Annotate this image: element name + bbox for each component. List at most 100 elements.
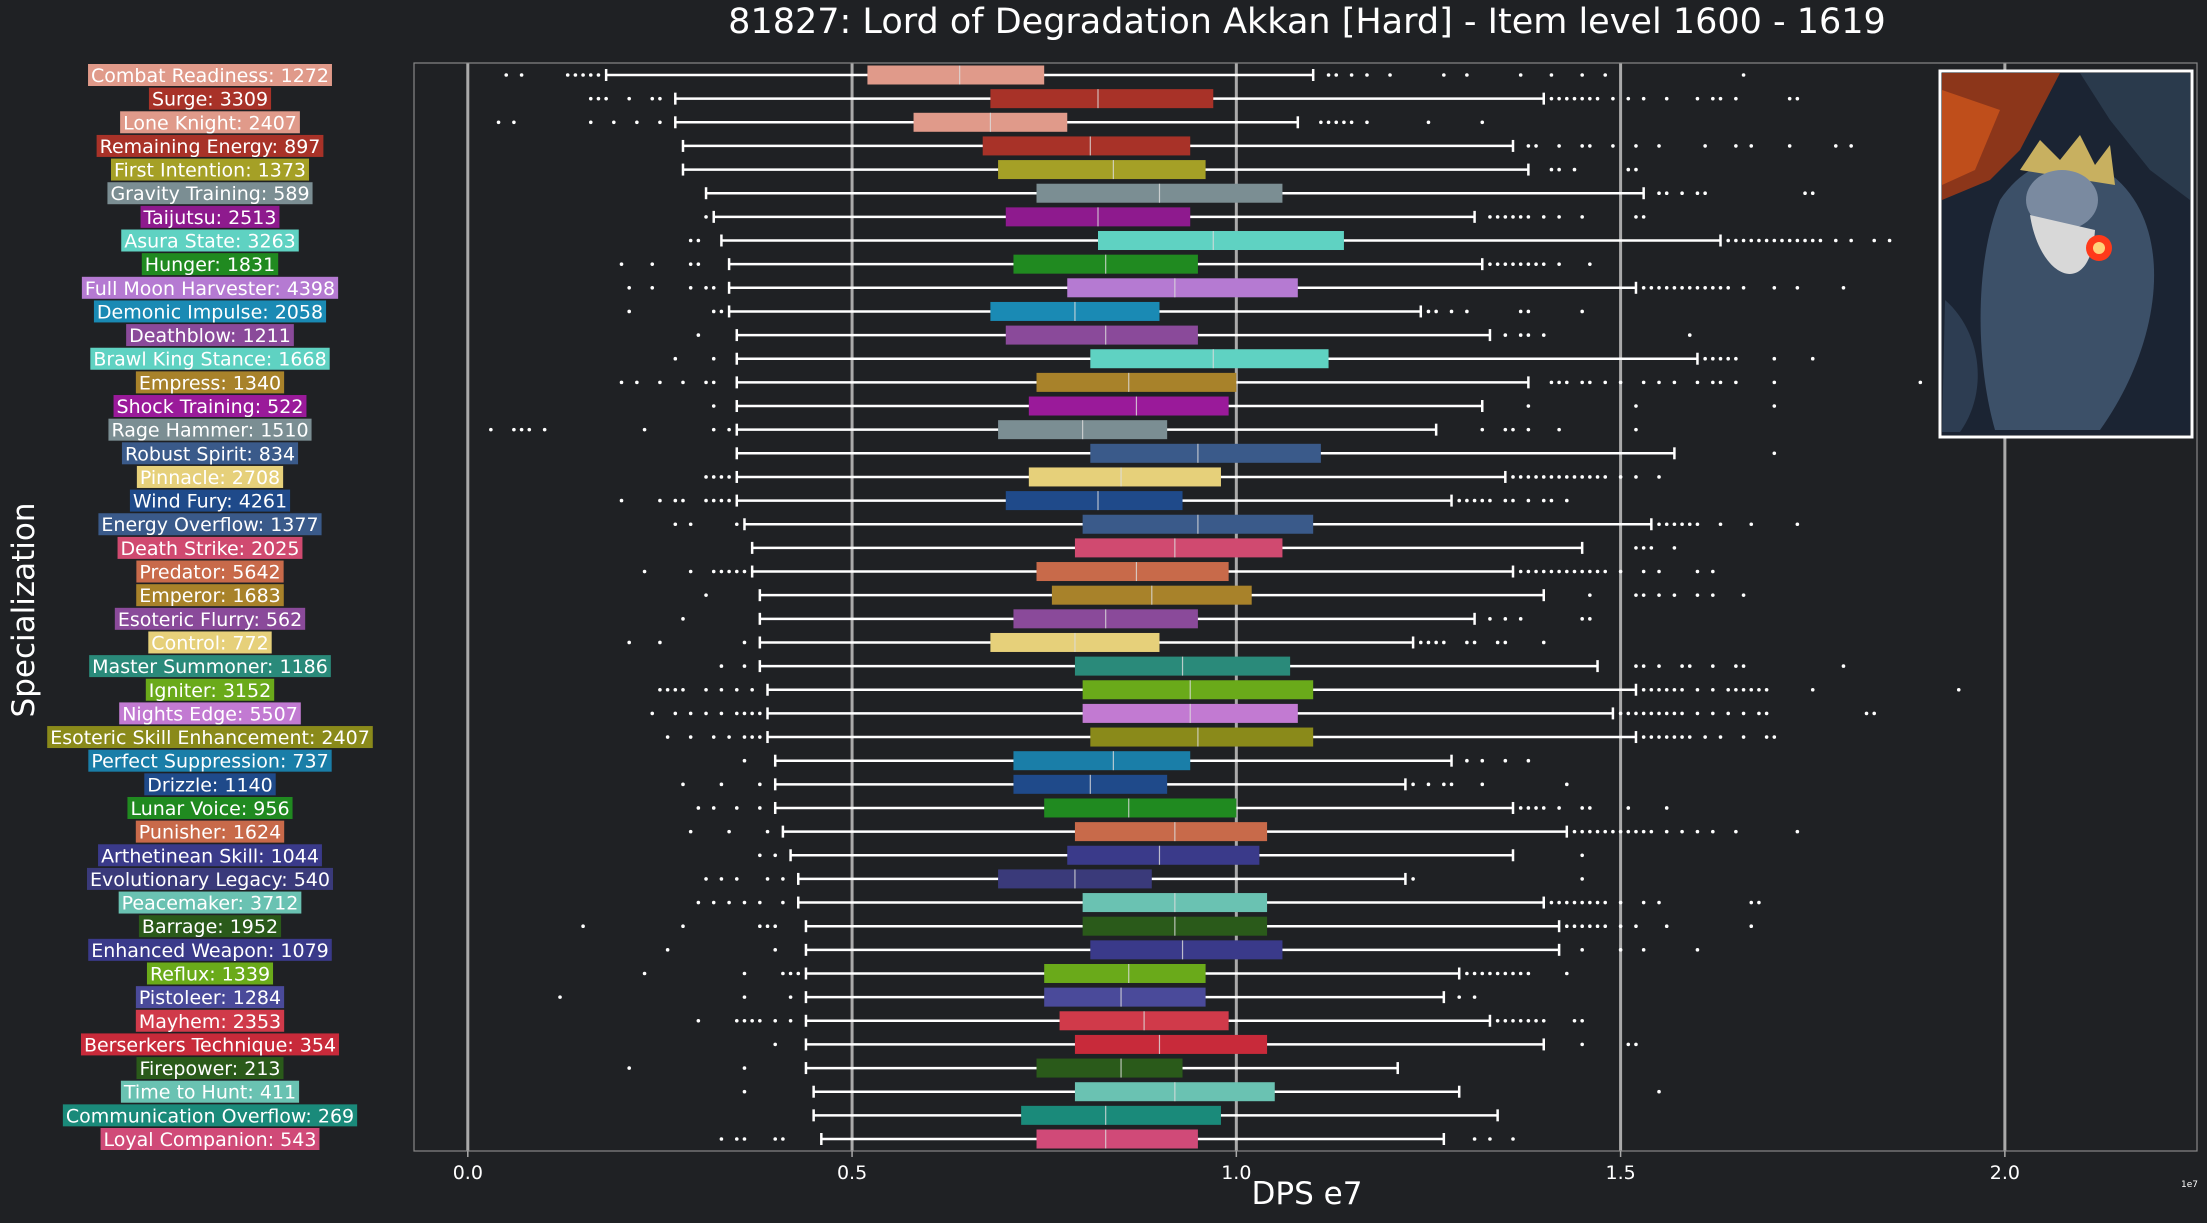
y-label-background [141, 253, 279, 276]
y-tick-label: Demonic Impulse: 2058 [97, 301, 323, 323]
outlier-point [1864, 711, 1869, 716]
outlier-point [1849, 144, 1853, 148]
outlier-point [758, 900, 762, 905]
outlier-point [1580, 900, 1584, 905]
outlier-point [719, 1137, 724, 1141]
y-label-background [140, 205, 280, 228]
outlier-point [734, 522, 739, 527]
outlier-point [1641, 711, 1646, 716]
outlier-point [1480, 971, 1485, 976]
outlier-point [1526, 475, 1531, 479]
outlier-point [1695, 948, 1700, 952]
outlier-point [627, 96, 631, 101]
outlier-point [1588, 475, 1592, 479]
y-label-background [146, 962, 274, 985]
box-group [619, 491, 1569, 511]
outlier-point [1549, 569, 1554, 574]
box-group [750, 538, 1677, 558]
box [1090, 349, 1329, 369]
outlier-point [1595, 924, 1600, 928]
box-group [704, 869, 1584, 889]
box [1028, 396, 1229, 416]
outlier-point [1687, 664, 1692, 668]
outlier-point [1657, 900, 1661, 905]
outlier-point [1488, 262, 1492, 266]
y-tick-label: Death Strike: 2025 [121, 538, 300, 560]
outlier-point [727, 475, 731, 479]
outlier-point [1480, 498, 1485, 503]
outlier-point [1534, 806, 1538, 810]
outlier-point [1664, 96, 1669, 101]
outlier-point [1641, 546, 1646, 550]
outlier-point [1572, 569, 1577, 574]
box [867, 65, 1045, 85]
y-label-background [119, 702, 301, 725]
outlier-point [1472, 995, 1477, 999]
outlier-point [711, 356, 716, 361]
outlier-point [727, 569, 731, 574]
y-tick-label: Arthetinean Skill: 1044 [101, 845, 319, 867]
outlier-point [1334, 120, 1339, 125]
outlier-point [1657, 711, 1661, 716]
outlier-point [1588, 569, 1592, 574]
box-group [665, 727, 1777, 747]
outlier-point [1565, 924, 1569, 928]
outlier-point [1680, 687, 1684, 692]
outlier-point [711, 498, 716, 503]
outlier-point [773, 1042, 778, 1047]
outlier-point [1503, 498, 1508, 503]
y-label-background [88, 749, 332, 772]
outlier-point [1657, 735, 1661, 739]
outlier-point [1764, 687, 1769, 692]
outlier-point [1741, 687, 1746, 692]
y-label-group: Hunger: 1831 [141, 253, 279, 276]
outlier-point [788, 1018, 793, 1023]
outlier-point [688, 238, 693, 243]
outlier-point [711, 735, 716, 739]
outlier-point [1749, 144, 1754, 148]
outlier-point [1449, 782, 1454, 787]
outlier-point [1426, 120, 1431, 125]
y-label-background [138, 915, 282, 938]
y-label-group: Taijutsu: 2513 [140, 205, 280, 229]
outlier-point [1695, 191, 1700, 196]
y-tick-label: Esoteric Flurry: 562 [118, 609, 302, 631]
outlier-point [1634, 427, 1638, 432]
box-group [673, 349, 1815, 369]
outlier-point [1541, 569, 1546, 574]
outlier-point [1411, 877, 1415, 881]
outlier-point [1588, 900, 1592, 905]
outlier-point [1326, 73, 1331, 77]
y-label-background [144, 773, 276, 796]
outlier-point [1634, 167, 1638, 172]
outlier-point [1657, 191, 1661, 196]
outlier-point [1580, 948, 1584, 952]
outlier-point [1526, 758, 1531, 763]
outlier-point [1541, 475, 1546, 479]
outlier-point [1580, 475, 1584, 479]
outlier-point [734, 806, 739, 810]
outlier-point [565, 73, 570, 77]
y-label-background [113, 395, 307, 418]
y-label-background [135, 371, 285, 394]
outlier-point [1465, 971, 1469, 976]
outlier-point [1872, 238, 1877, 243]
outlier-point [1641, 96, 1646, 101]
y-tick-label: Pinnacle: 2708 [140, 467, 280, 489]
outlier-point [1711, 96, 1715, 101]
outlier-point [696, 806, 701, 810]
outlier-point [742, 971, 747, 976]
box [1074, 1034, 1268, 1054]
outlier-point [681, 498, 685, 503]
outlier-point [1657, 593, 1661, 597]
outlier-point [1803, 191, 1807, 196]
y-label-group: Berserkers Technique: 354 [80, 1033, 340, 1056]
y-label-group: Remaining Energy: 897 [96, 134, 324, 158]
outlier-point [1503, 262, 1508, 266]
outlier-point [1518, 475, 1523, 479]
outlier-point [1833, 238, 1838, 243]
box-group [627, 301, 1584, 321]
outlier-point [1841, 664, 1846, 668]
outlier-point [1526, 427, 1531, 432]
